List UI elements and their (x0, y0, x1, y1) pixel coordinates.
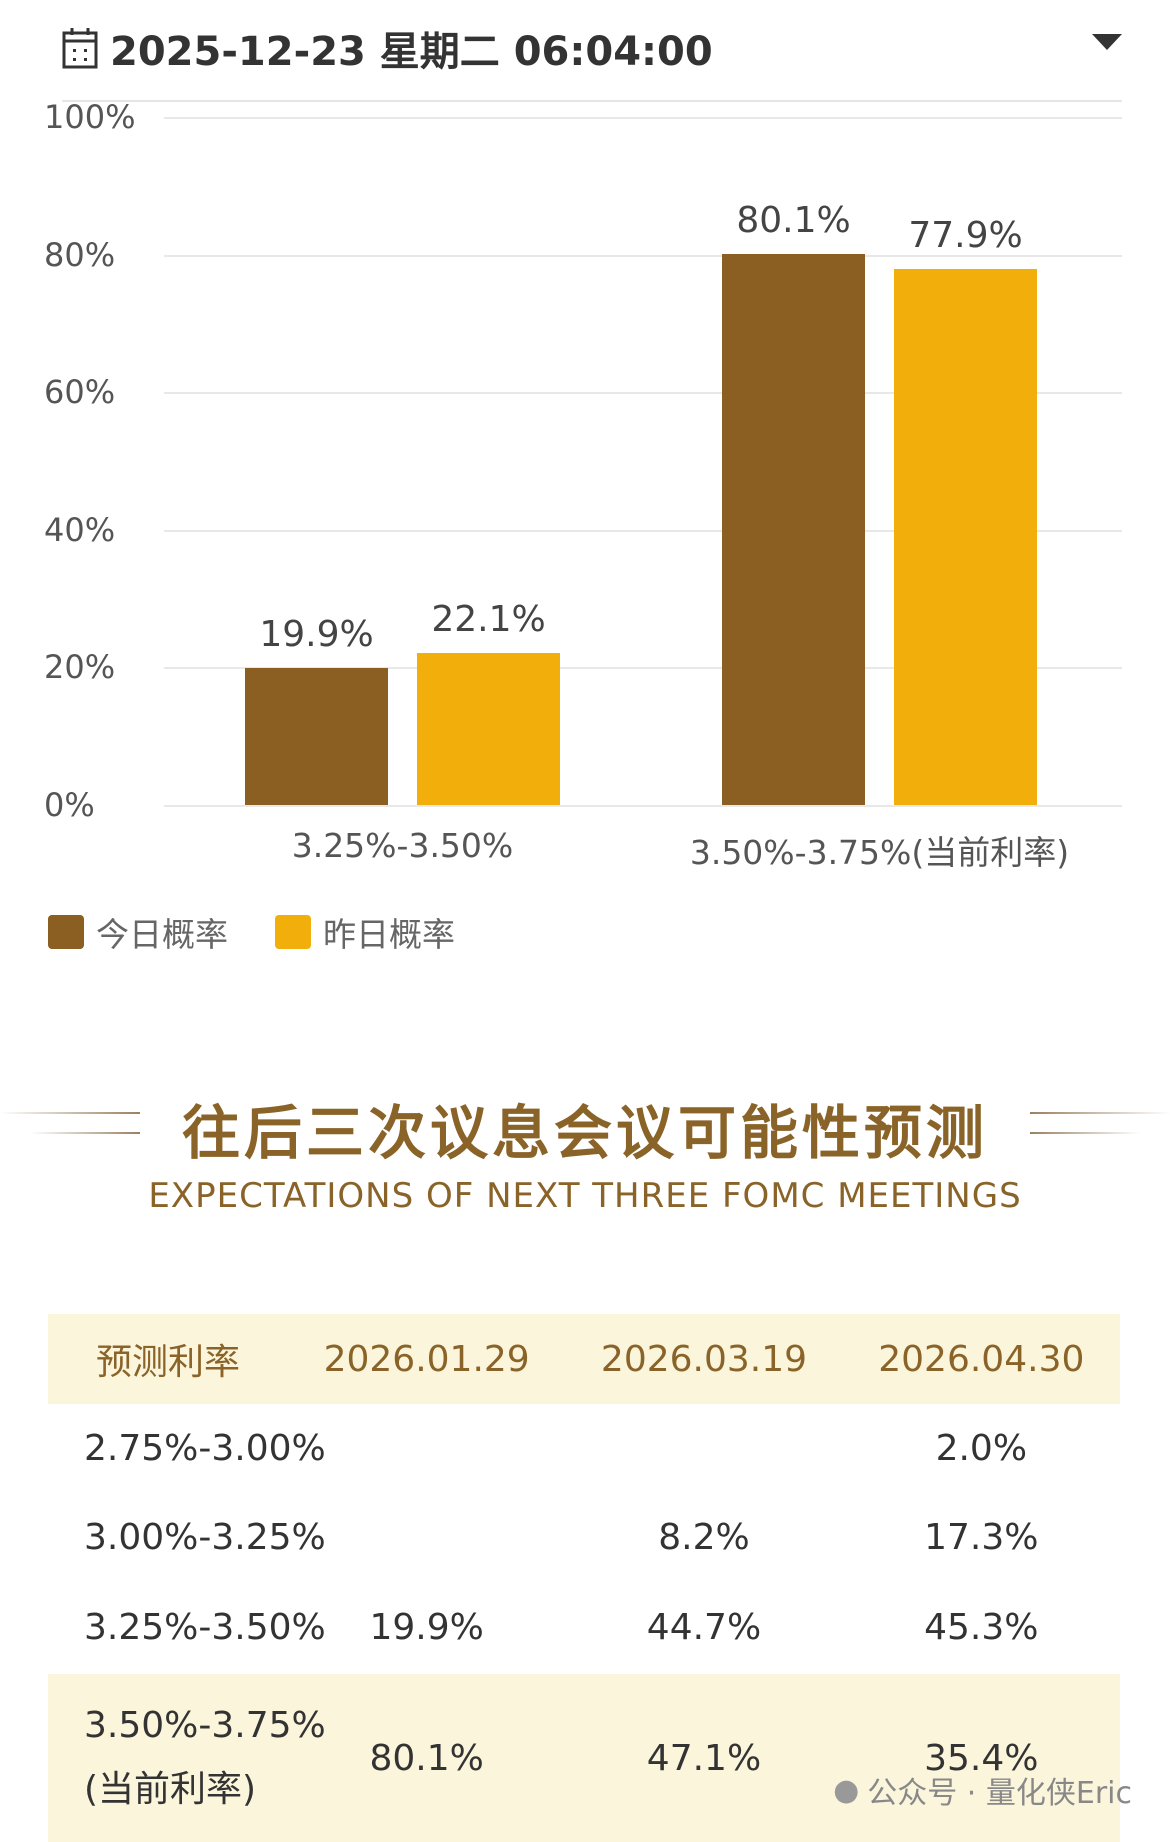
section-subtitle: EXPECTATIONS OF NEXT THREE FOMC MEETINGS (148, 1176, 1022, 1216)
data-label: 80.1% (736, 199, 851, 241)
legend-label: 昨日概率 (323, 915, 455, 954)
table-header: 预测利率 2026.01.29 2026.03.19 2026.04.30 (48, 1314, 1120, 1404)
header-cell: 2026.04.30 (878, 1338, 1085, 1380)
gridline (164, 117, 1122, 119)
y-tick-label: 60% (44, 373, 116, 412)
ornament-left (0, 1112, 140, 1114)
gridline (164, 254, 1122, 257)
wechat-watermark: ● 公众号 · 量化侠Eric (833, 1768, 1132, 1812)
legend-today: 今日概率 (48, 908, 228, 956)
cell: 80.1% (369, 1737, 484, 1779)
data-label: 22.1% (431, 598, 546, 640)
table-row: 3.00%-3.25% 8.2% 17.3% (48, 1492, 1120, 1582)
cell: 47.1% (646, 1737, 762, 1779)
y-tick-label: 100% (44, 98, 136, 136)
table-row: 2.75%-3.00% 2.0% (48, 1404, 1120, 1492)
gridline (164, 392, 1122, 395)
cell: 44.7% (646, 1606, 762, 1648)
bar-today (245, 668, 388, 805)
gridline (164, 667, 1122, 670)
current-rate-note: (当前利率) (84, 1768, 257, 1810)
legend-swatch-today (48, 915, 84, 949)
y-tick-label: 20% (44, 648, 116, 687)
cell: 45.3% (924, 1606, 1039, 1648)
datetime-label: 2025-12-23 星期二 06:04:00 (110, 29, 713, 75)
ornament-left (30, 1132, 140, 1134)
rate-cell: 3.25%-3.50% (84, 1606, 326, 1648)
cell: 35.4% (924, 1737, 1039, 1779)
wechat-icon: ● (833, 1772, 860, 1808)
calendar-icon (62, 28, 98, 69)
bar-yesterday (894, 269, 1037, 805)
dropdown-caret-icon[interactable] (1092, 34, 1122, 50)
y-tick-label: 0% (44, 786, 95, 824)
rate-label: 3.50%-3.75% (84, 1704, 326, 1746)
legend-swatch-yesterday (275, 915, 311, 949)
data-label: 77.9% (908, 215, 1023, 257)
rate-cell: 3.50%-3.75% (当前利率) (48, 1704, 326, 1812)
rate-cell: 2.75%-3.00% (84, 1427, 326, 1469)
y-tick-label: 80% (44, 235, 116, 274)
header-cell: 2026.01.29 (323, 1338, 530, 1380)
x-tick-label: 3.50%-3.75%(当前利率) (689, 833, 1070, 872)
cell: 8.2% (658, 1516, 750, 1558)
cell: 19.9% (369, 1606, 484, 1648)
cell: 2.0% (935, 1427, 1028, 1469)
legend-yesterday: 昨日概率 (275, 908, 455, 956)
bar-yesterday (417, 652, 560, 805)
gridline (164, 805, 1122, 807)
watermark-text: 公众号 · 量化侠Eric (867, 1776, 1132, 1811)
data-label: 19.9% (259, 614, 374, 656)
y-tick-label: 40% (44, 510, 116, 549)
cell: 17.3% (924, 1516, 1039, 1558)
header-cell: 2026.03.19 (600, 1338, 808, 1380)
x-tick-label: 3.25%-3.50% (291, 826, 514, 865)
table-row: 3.25%-3.50% 19.9% 44.7% 45.3% (48, 1582, 1120, 1672)
fomc-table: 预测利率 2026.01.29 2026.03.19 2026.04.30 2.… (48, 1314, 1120, 1842)
legend-label: 今日概率 (96, 915, 228, 954)
gridline (164, 529, 1122, 532)
section-title: 往后三次议息会议可能性预测 (181, 1099, 988, 1167)
rate-cell: 3.00%-3.25% (84, 1516, 326, 1558)
bar-today (722, 253, 865, 805)
divider (62, 100, 1122, 102)
date-selector[interactable]: 2025-12-23 星期二 06:04:00 (62, 18, 713, 78)
table-row-current: 3.50%-3.75% (当前利率) 80.1% 47.1% 35.4% (48, 1674, 1120, 1842)
header-cell: 预测利率 (95, 1342, 240, 1383)
